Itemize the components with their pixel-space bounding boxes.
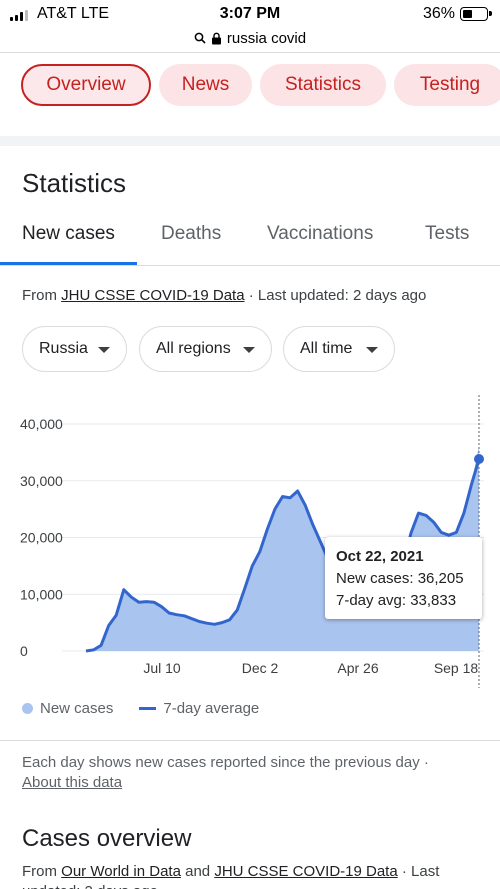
tab-tests[interactable]: Tests — [425, 223, 470, 244]
tooltip-date: Oct 22, 2021 — [336, 548, 424, 565]
chip-news[interactable]: News — [159, 64, 252, 106]
note-text: Each day shows new cases reported since … — [22, 754, 420, 771]
region-value: All regions — [156, 340, 231, 357]
note-separator: · — [419, 754, 429, 771]
caret-down-icon — [98, 347, 110, 353]
owid-link[interactable]: Our World in Data — [61, 863, 181, 880]
status-bar: AT&T LTE 3:07 PM 36% — [0, 0, 500, 26]
jhu-data-link[interactable]: JHU CSSE COVID-19 Data — [61, 287, 245, 304]
lock-icon — [211, 32, 221, 44]
data-note: Each day shows new cases reported since … — [22, 753, 484, 793]
url-text: russia covid — [226, 29, 307, 47]
region-dropdown[interactable]: All regions — [139, 326, 272, 372]
tabs-divider — [0, 265, 500, 266]
caret-down-icon — [366, 347, 378, 353]
overview-source-line: From Our World in Data and JHU CSSE COVI… — [22, 862, 492, 889]
section-title: Statistics — [22, 168, 127, 198]
last-updated-text: · Last updated: 2 days ago — [244, 287, 427, 304]
x-tick-label: Dec 2 — [242, 660, 279, 676]
chip-statistics[interactable]: Statistics — [260, 64, 386, 106]
chart-footer-divider — [0, 740, 500, 741]
new-cases-swatch — [22, 702, 33, 714]
cases-overview-title: Cases overview — [22, 825, 192, 852]
country-value: Russia — [39, 340, 88, 357]
tooltip-new-cases: New cases: 36,205 — [336, 570, 464, 587]
x-tick-label: Jul 10 — [143, 660, 181, 676]
y-tick-label: 0 — [20, 643, 28, 659]
y-tick-label: 40,000 — [20, 416, 63, 432]
time-range-dropdown[interactable]: All time — [283, 326, 395, 372]
section-separator — [0, 136, 500, 146]
overview-and: and — [180, 863, 215, 880]
y-tick-label: 10,000 — [20, 586, 63, 602]
legend-average: 7-day average — [163, 699, 260, 717]
y-tick-label: 20,000 — [20, 530, 63, 546]
chart-tooltip: Oct 22, 2021 New cases: 36,205 7-day avg… — [325, 537, 482, 619]
tab-new-cases[interactable]: New cases — [22, 223, 115, 244]
about-this-data-link[interactable]: About this data — [22, 774, 123, 791]
search-icon — [194, 32, 206, 44]
hover-point — [474, 453, 484, 464]
data-source-line: From JHU CSSE COVID-19 Data · Last updat… — [22, 287, 426, 304]
y-tick-label: 30,000 — [20, 473, 63, 489]
country-dropdown[interactable]: Russia — [22, 326, 127, 372]
topic-chips: Overview News Statistics Testing — [0, 62, 500, 108]
jhu-link[interactable]: JHU CSSE COVID-19 Data — [214, 863, 398, 880]
tab-vaccinations[interactable]: Vaccinations — [267, 223, 374, 244]
tooltip-average: 7-day avg: 33,833 — [336, 592, 457, 609]
time-range-value: All time — [300, 340, 353, 357]
battery-icon — [460, 7, 492, 21]
toolbar-divider — [0, 52, 500, 53]
average-swatch — [139, 706, 157, 710]
tab-deaths[interactable]: Deaths — [161, 223, 222, 244]
source-prefix: From — [22, 287, 62, 304]
caret-down-icon — [243, 347, 255, 353]
overview-updated: · Last updated: 2 days ago — [22, 863, 440, 889]
overview-prefix: From — [22, 863, 62, 880]
x-tick-label: Sep 18 — [434, 660, 479, 676]
legend-new-cases: New cases — [40, 699, 114, 717]
carrier-label: AT&T LTE — [37, 5, 110, 22]
active-tab-indicator — [0, 262, 137, 265]
seven-day-average-line — [85, 458, 481, 653]
battery-percent: 36% — [422, 5, 455, 22]
chart-legend: New cases 7-day average — [22, 698, 259, 718]
address-bar[interactable]: russia covid — [0, 26, 500, 50]
chip-testing[interactable]: Testing — [394, 64, 500, 106]
chip-overview[interactable]: Overview — [21, 64, 151, 106]
x-tick-label: Apr 26 — [337, 660, 378, 676]
signal-strength-icon — [10, 10, 28, 21]
